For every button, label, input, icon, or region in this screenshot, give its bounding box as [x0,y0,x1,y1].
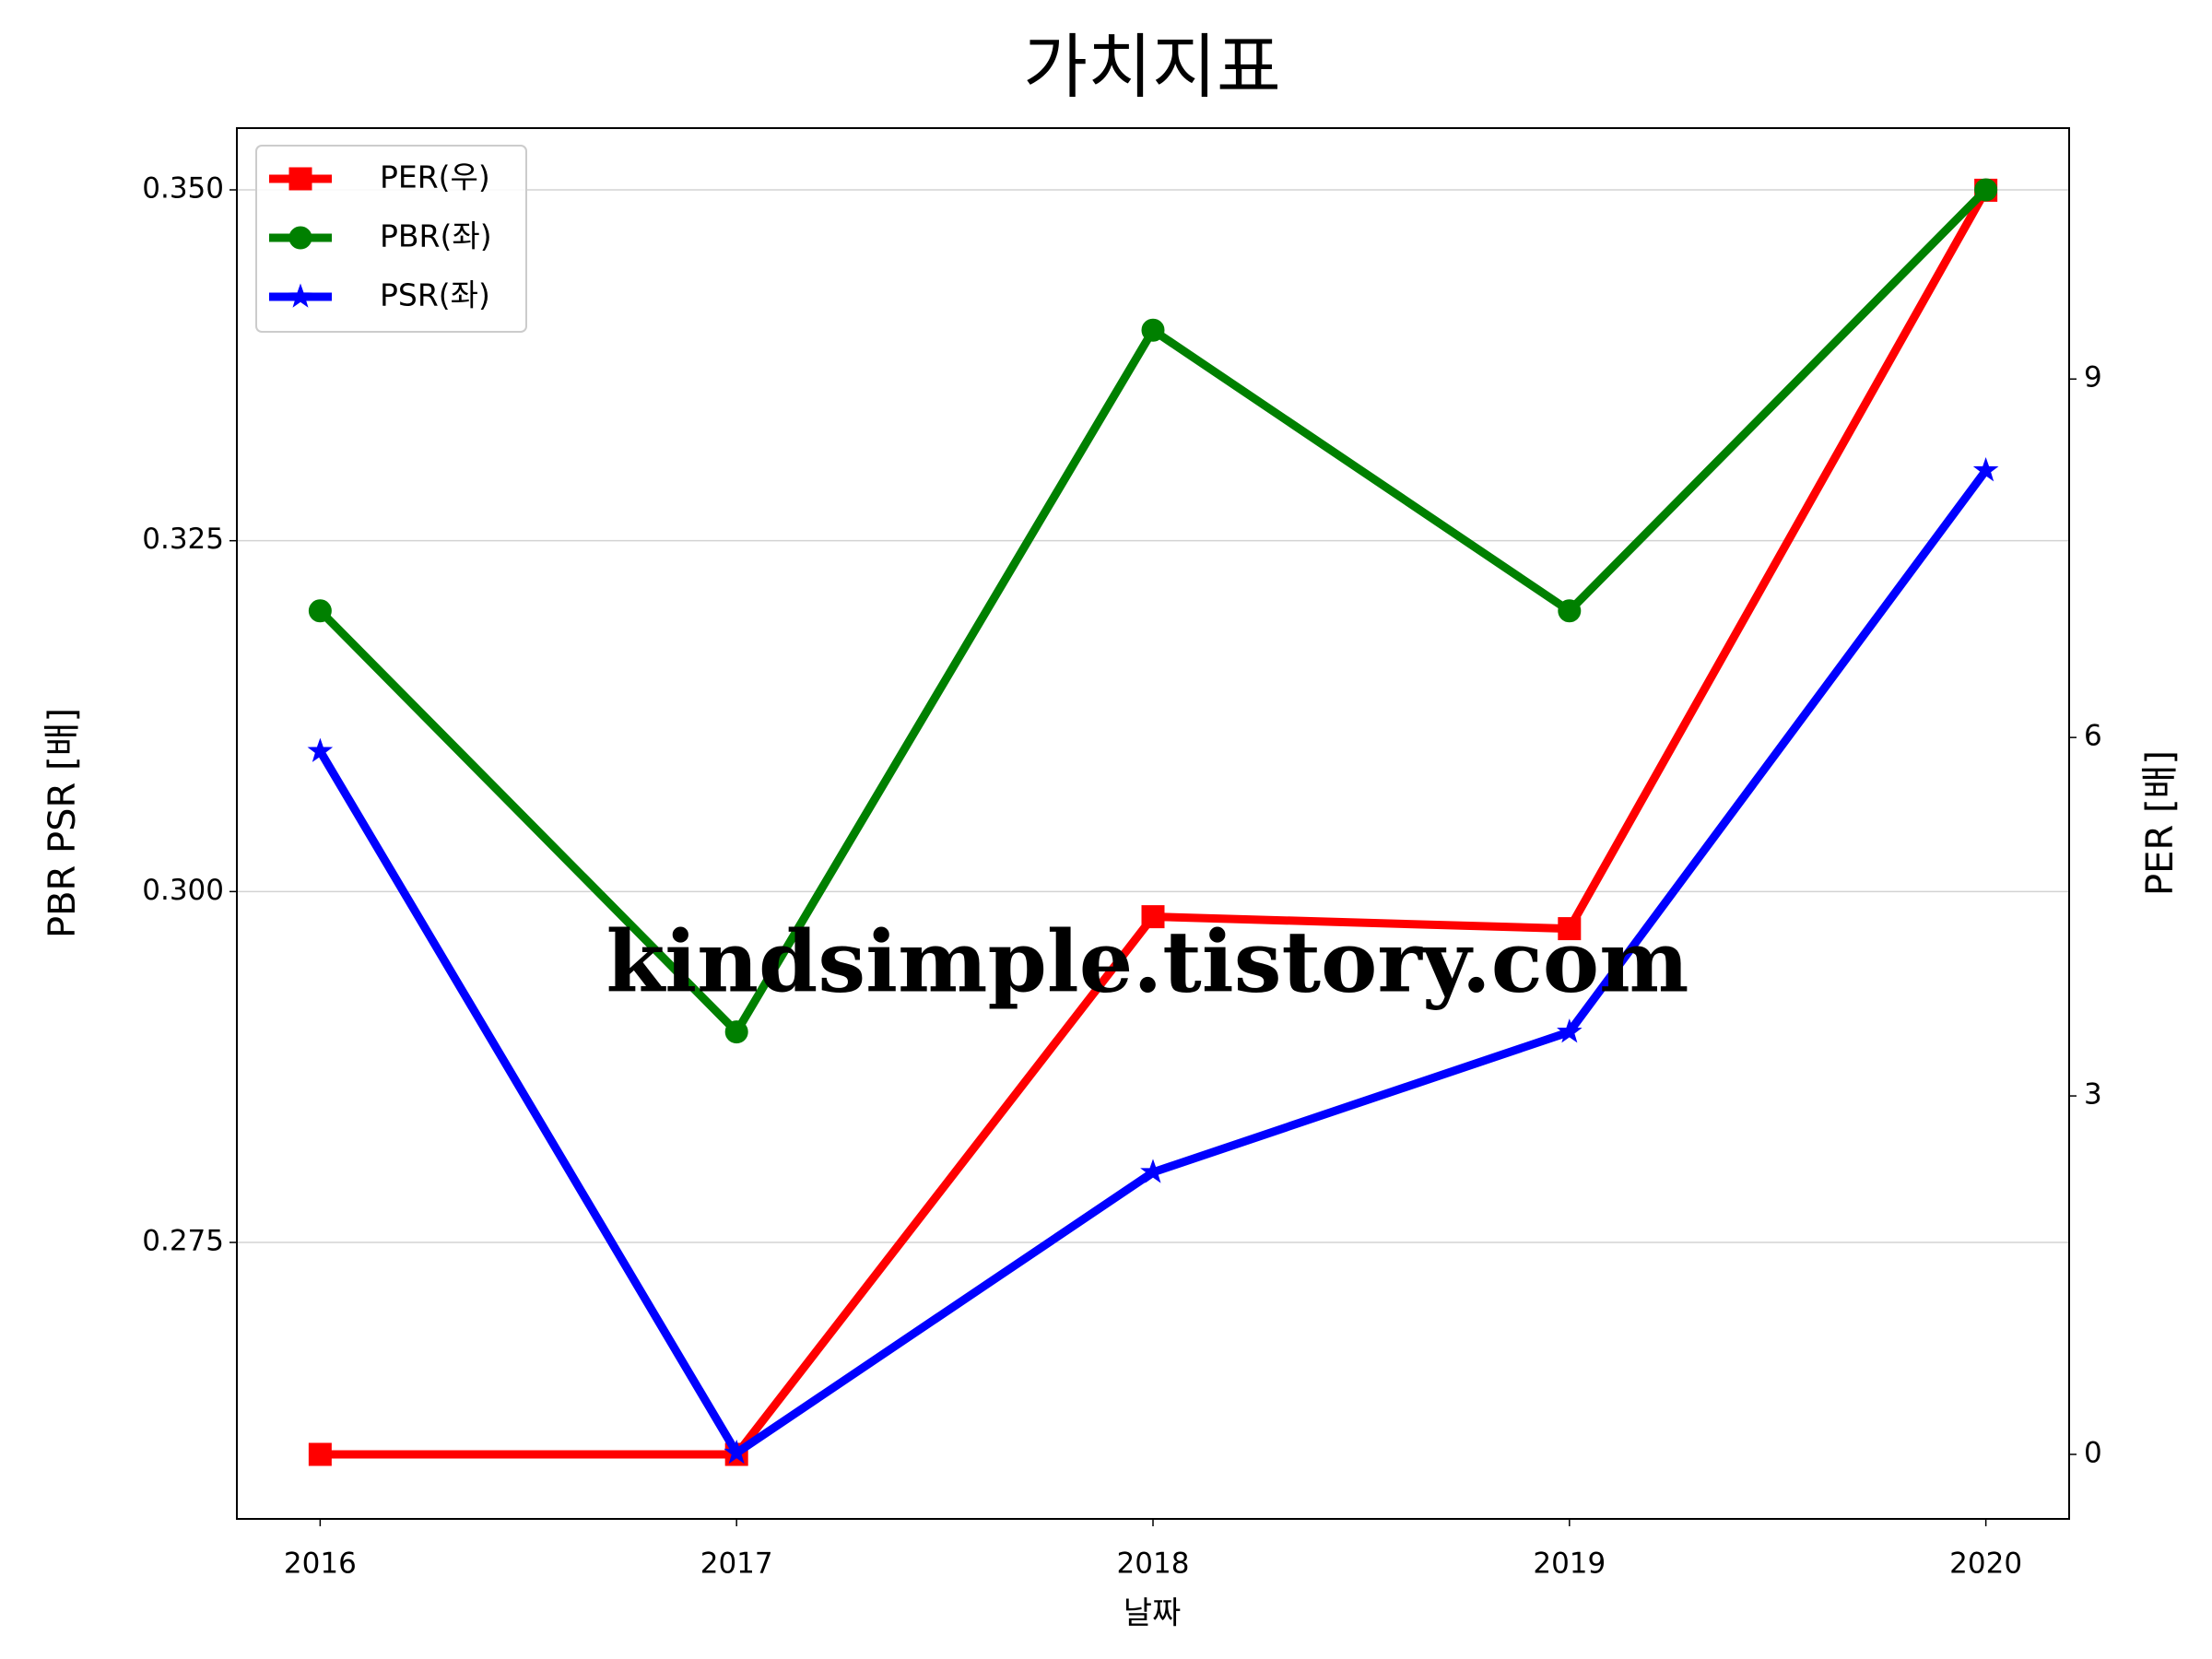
y2-axis-label: PER [배] [2139,750,2182,896]
marker [308,1442,332,1466]
x-tick-label: 2018 [1117,1547,1190,1581]
y2-tick-label: 6 [2084,720,2102,753]
marker [288,167,312,191]
marker [1141,318,1165,342]
marker [288,283,313,308]
x-axis-label: 날짜 [1124,1595,1182,1632]
y2-tick-label: 0 [2084,1436,2102,1469]
marker [1974,178,1998,202]
marker [307,737,334,762]
y2-tick-label: 9 [2084,361,2102,394]
marker [1558,599,1582,623]
marker [1140,1159,1166,1183]
marker [308,599,332,623]
x-tick-label: 2020 [1949,1547,2022,1581]
x-tick-label: 2019 [1533,1547,1606,1581]
x-tick-label: 2016 [284,1547,357,1581]
marker [1557,1018,1583,1043]
chart-title: 가치지표 [1023,26,1281,108]
y-tick-label: 0.350 [142,171,224,205]
y-tick-label: 0.275 [142,1225,224,1258]
watermark: kindsimple.tistory.com [606,912,1688,1012]
plot-frame [236,127,2070,1520]
marker [724,1020,748,1044]
x-tick-label: 2017 [700,1547,773,1581]
series-line [320,188,1990,1459]
y-axis-label: PBR PSR [배] [41,708,84,938]
marker [1972,456,1999,482]
marker [288,226,312,250]
legend-label: PER(우) [380,159,490,195]
marker [1558,917,1582,941]
legend-label: PBR(좌) [380,218,492,254]
marker [1141,905,1165,929]
legend-box [255,145,527,333]
y-tick-label: 0.300 [142,874,224,907]
y-tick-label: 0.325 [142,523,224,556]
legend-label: PSR(좌) [380,277,490,313]
y2-tick-label: 3 [2084,1078,2102,1112]
marker [724,1439,749,1465]
